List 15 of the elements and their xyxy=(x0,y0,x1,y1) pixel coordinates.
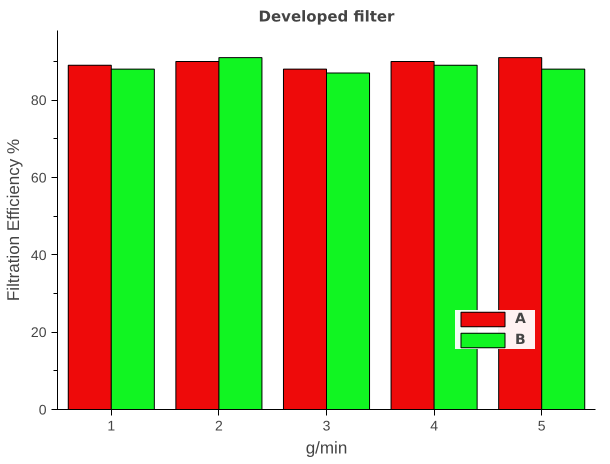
y-tick-label: 0 xyxy=(38,402,47,418)
x-tick-label: 5 xyxy=(538,418,546,434)
y-tick-label: 40 xyxy=(30,246,47,263)
x-tick-label: 3 xyxy=(322,418,331,434)
x-tick-label: 1 xyxy=(107,418,116,434)
y-axis-title: Filtration Efficiency % xyxy=(4,138,23,302)
y-tick-label: 20 xyxy=(30,324,47,340)
legend-label: A xyxy=(515,311,527,327)
y-tick-label: 60 xyxy=(30,169,47,186)
chart-title: Developed filter xyxy=(258,8,396,26)
x-tick-label: 2 xyxy=(215,418,224,434)
y-tick-label: 80 xyxy=(30,92,47,108)
x-tick-label: 4 xyxy=(430,418,438,434)
x-axis-title: g/min xyxy=(306,438,348,458)
legend-label: B xyxy=(515,332,527,348)
